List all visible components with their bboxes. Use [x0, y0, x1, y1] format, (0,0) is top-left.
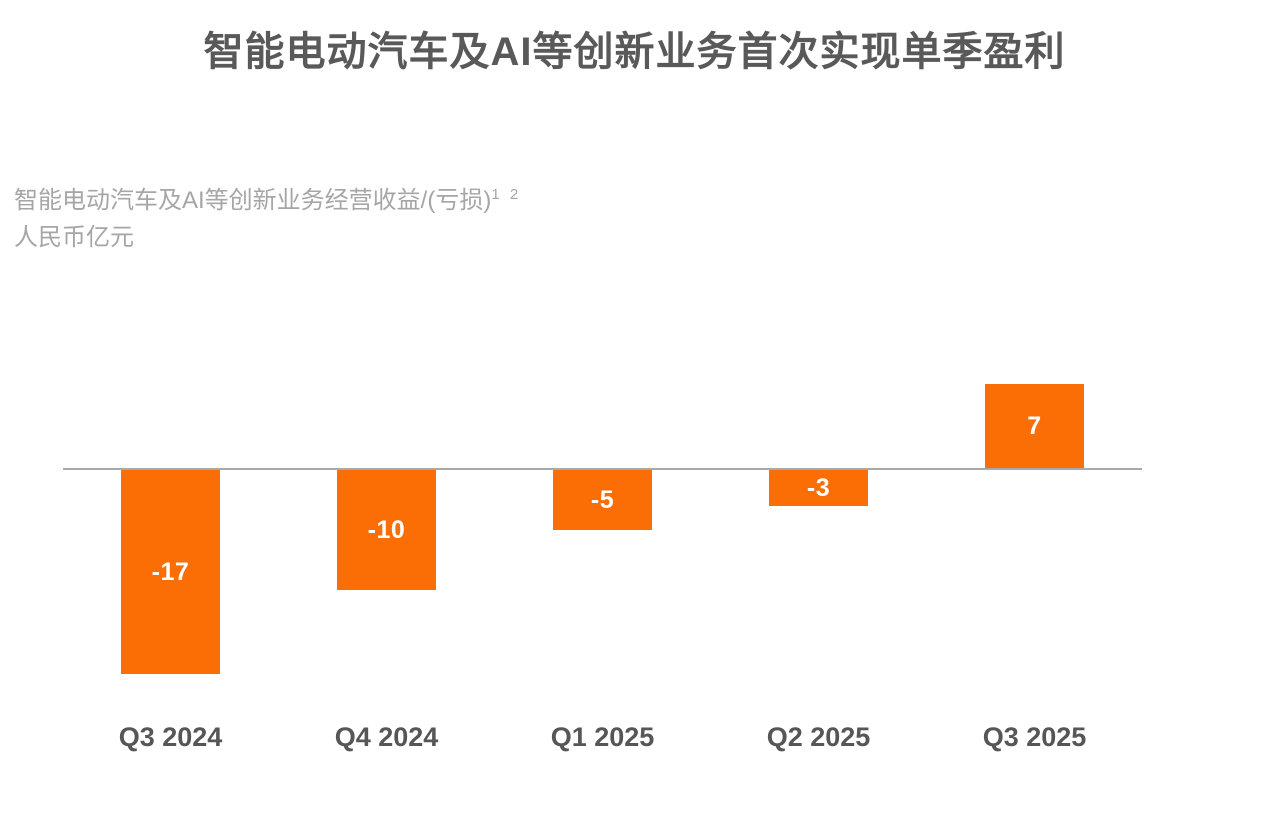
chart-title: 智能电动汽车及AI等创新业务首次实现单季盈利: [203, 30, 1066, 74]
bar-q4-2024: -10: [337, 470, 436, 590]
x-axis-label: Q2 2025: [766, 722, 871, 752]
bar-value-label: -3: [806, 473, 831, 502]
subtitle-line1: 智能电动汽车及AI等创新业务经营收益/(亏损): [14, 187, 492, 214]
bar-value-label: -17: [151, 557, 190, 586]
subtitle-unit-label: 人民币亿元: [14, 224, 134, 251]
x-axis-label: Q4 2024: [334, 722, 439, 752]
x-axis-line: [63, 468, 1142, 470]
bar-q2-2025: -3: [769, 470, 868, 506]
bar-value-label: 7: [1027, 411, 1042, 440]
chart-subtitle: 智能电动汽车及AI等创新业务经营收益/(亏损)1 2 人民币亿元: [14, 182, 521, 256]
bar-value-label: -10: [367, 515, 406, 544]
bar-q3-2025: 7: [985, 384, 1084, 468]
x-axis-label: Q3 2025: [982, 722, 1087, 752]
bar-q1-2025: -5: [553, 470, 652, 530]
bar-value-label: -5: [590, 485, 615, 514]
footnote-superscript: 1 2: [491, 186, 522, 203]
x-axis-label: Q3 2024: [118, 722, 223, 752]
x-axis-label: Q1 2025: [550, 722, 655, 752]
bar-q3-2024: -17: [121, 470, 220, 674]
